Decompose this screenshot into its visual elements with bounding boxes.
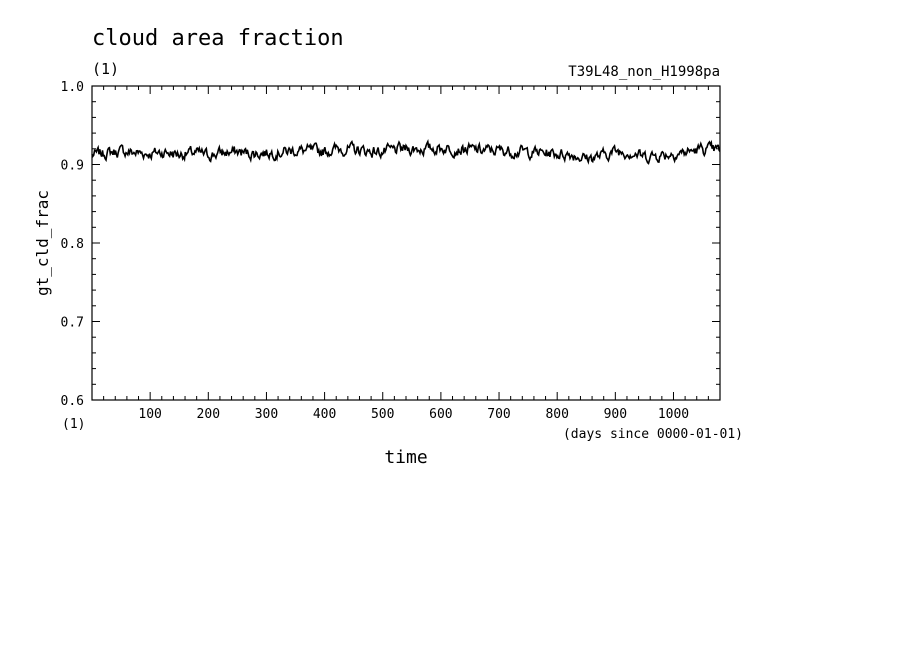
y-axis-label: gt_cld_frac [33, 190, 52, 296]
y-tick-label: 1.0 [61, 80, 84, 95]
x-tick-label: 200 [197, 407, 220, 422]
plot-frame [91, 85, 721, 401]
x-tick-label: 500 [371, 407, 394, 422]
chart-title: cloud area fraction [92, 26, 344, 51]
y-tick-label: 0.8 [61, 237, 84, 252]
y-tick-label: 0.7 [61, 316, 84, 331]
x-tick-label: 300 [255, 407, 278, 422]
x-tick-label: 700 [487, 407, 510, 422]
x-axis-label: time [384, 447, 427, 468]
x-tick-label: 600 [429, 407, 452, 422]
x-units-label: (days since 0000-01-01) [563, 427, 743, 442]
x-tick-label: 100 [138, 407, 161, 422]
x-tick-label: 400 [313, 407, 336, 422]
y-tick-label: 0.6 [61, 394, 84, 409]
series-line [91, 138, 721, 165]
x-axis-ticks: 100 200 300 400 500 600 700 800 900 1000 [103, 86, 709, 422]
y-tick-label: 0.9 [61, 159, 84, 174]
run-label: T39L48_non_H1998pa [568, 64, 720, 80]
x-tick-label: 900 [604, 407, 627, 422]
x-tick-label: 1000 [658, 407, 689, 422]
y-axis-ticks: 0.6 0.7 0.8 0.9 1.0 [61, 80, 720, 409]
x-tick-label: 800 [545, 407, 568, 422]
y-units-label: (1) [62, 417, 85, 432]
units-label: (1) [92, 60, 119, 78]
